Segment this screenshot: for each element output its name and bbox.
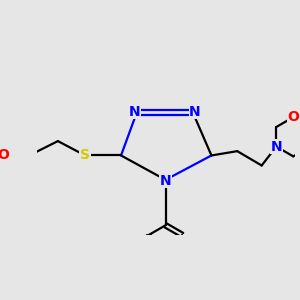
Text: S: S	[80, 148, 90, 163]
Text: N: N	[129, 104, 140, 118]
Text: N: N	[160, 174, 171, 188]
Text: N: N	[189, 104, 201, 118]
Text: O: O	[287, 110, 299, 124]
Text: N: N	[271, 140, 282, 154]
Text: O: O	[0, 148, 9, 163]
